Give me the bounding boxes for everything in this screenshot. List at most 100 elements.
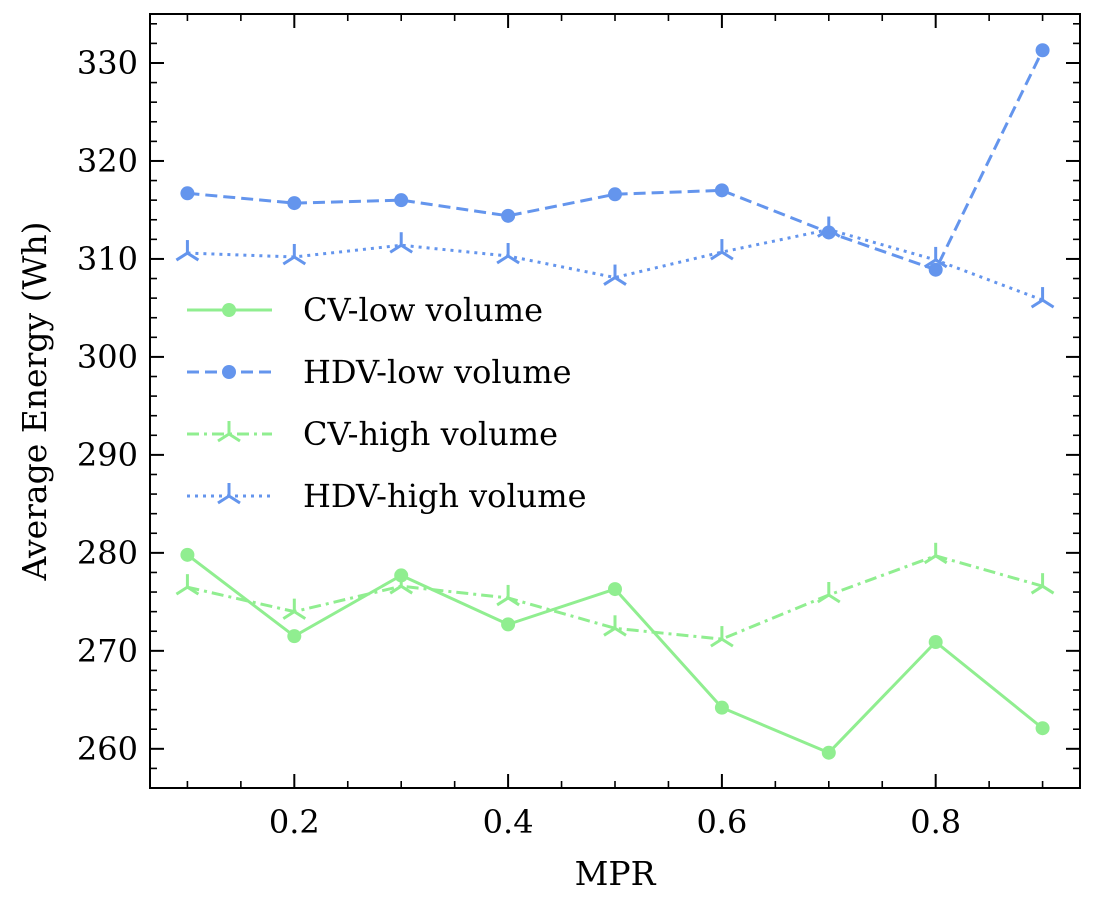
data-point: [923, 246, 948, 269]
y-tick-label: 290: [77, 436, 138, 474]
y-axis-label: Average Energy (Wh): [15, 221, 54, 581]
legend-marker: [217, 421, 241, 443]
data-point: [394, 193, 409, 208]
tri-arm-left: [923, 554, 937, 565]
tri-arm-right: [1041, 584, 1055, 595]
x-tick-label: 0.4: [483, 803, 534, 841]
tri-arm-right: [293, 610, 307, 620]
data-point: [1035, 721, 1050, 736]
series-hdv-high-volume: [175, 216, 1055, 309]
legend: CV-low volume HDV-low volume CV-high volum…: [187, 291, 587, 515]
data-point: [714, 700, 729, 715]
data-point: [608, 582, 622, 597]
data-point: [923, 542, 948, 565]
data-point: [821, 745, 836, 760]
data-point: [603, 264, 627, 286]
data-point: [175, 240, 200, 262]
data-point: [501, 208, 516, 223]
series-layer: [175, 43, 1055, 760]
x-tick-label: 0.6: [696, 803, 747, 841]
data-point: [816, 581, 841, 604]
data-point: [389, 232, 414, 254]
axis-ticks: 0.2 0.4 0.6 0.8 260 270 280 290 300 310 320 330: [77, 14, 1080, 841]
tri-arm-left: [282, 610, 296, 620]
tri-arm-right: [400, 243, 414, 254]
data-point: [389, 573, 414, 595]
data-point: [496, 584, 520, 607]
x-tick-label: 0.2: [269, 803, 320, 841]
data-point: [710, 239, 734, 261]
y-tick-label: 300: [77, 338, 138, 376]
y-tick-label: 320: [77, 142, 138, 180]
tri-arm-left: [923, 258, 937, 269]
tri-arm-left: [496, 254, 509, 265]
plot-frame: [149, 13, 1081, 789]
tri-arm-right: [614, 627, 627, 637]
legend-entry: HDV-high volume: [187, 477, 587, 515]
data-point: [928, 262, 943, 277]
legend-marker: [222, 303, 236, 317]
tri-arm-left: [603, 627, 616, 637]
y-tick-label: 330: [77, 44, 138, 82]
data-point: [282, 598, 307, 620]
tri-arm-left: [1030, 298, 1044, 309]
tri-arm-left: [710, 250, 723, 261]
x-tick-label: 0.8: [910, 803, 961, 841]
data-point: [714, 183, 729, 198]
y-tick-label: 280: [77, 534, 138, 572]
tri-arm-left: [282, 255, 296, 266]
tri-arm-right: [507, 596, 520, 607]
legend-label: HDV-high volume: [303, 477, 587, 515]
tri-arm-right: [507, 254, 520, 265]
tri-arm-right: [186, 585, 200, 596]
data-point: [180, 186, 195, 201]
tri-arm-left: [217, 432, 230, 443]
tri-arm-left: [389, 243, 403, 254]
tri-arm-left: [710, 637, 723, 648]
x-axis-label: MPR: [575, 854, 657, 893]
legend-marker: [217, 483, 241, 505]
data-point: [816, 216, 841, 238]
data-point: [501, 617, 516, 632]
y-tick-label: 260: [77, 730, 138, 768]
data-point: [175, 574, 200, 596]
data-point: [287, 629, 302, 644]
tri-arm-left: [217, 494, 230, 505]
series-hdv-low-volume: [180, 43, 1050, 277]
tri-arm-right: [827, 593, 841, 604]
tri-arm-right: [228, 494, 241, 505]
legend-entry: CV-low volume: [187, 291, 543, 329]
legend-label: CV-high volume: [303, 415, 558, 453]
tri-arm-left: [496, 596, 509, 607]
data-point: [928, 635, 943, 650]
data-point: [282, 243, 307, 266]
series-cv-high-volume: [175, 542, 1055, 648]
tri-arm-right: [934, 258, 948, 269]
data-point: [496, 242, 520, 265]
data-point: [180, 547, 195, 562]
data-point: [603, 615, 627, 637]
tri-arm-right: [614, 276, 627, 286]
tri-arm-left: [175, 251, 189, 262]
data-point: [287, 196, 302, 211]
tri-arm-right: [293, 255, 307, 266]
tri-arm-left: [389, 584, 403, 595]
tri-arm-left: [816, 593, 830, 604]
legend-entry: CV-high volume: [187, 415, 558, 453]
data-point: [608, 187, 622, 202]
tri-arm-left: [1030, 584, 1044, 595]
legend-label: CV-low volume: [303, 291, 543, 329]
series-line: [187, 49, 1044, 272]
tri-arm-left: [175, 585, 189, 596]
tri-arm-right: [228, 432, 241, 443]
data-point: [821, 225, 836, 240]
tri-arm-right: [186, 251, 200, 262]
tri-arm-right: [721, 637, 734, 648]
y-tick-label: 310: [77, 240, 138, 278]
legend-marker: [222, 365, 236, 379]
tri-arm-left: [603, 276, 616, 286]
tri-arm-right: [400, 584, 414, 595]
data-point: [1035, 43, 1050, 58]
tri-arm-right: [721, 250, 734, 261]
